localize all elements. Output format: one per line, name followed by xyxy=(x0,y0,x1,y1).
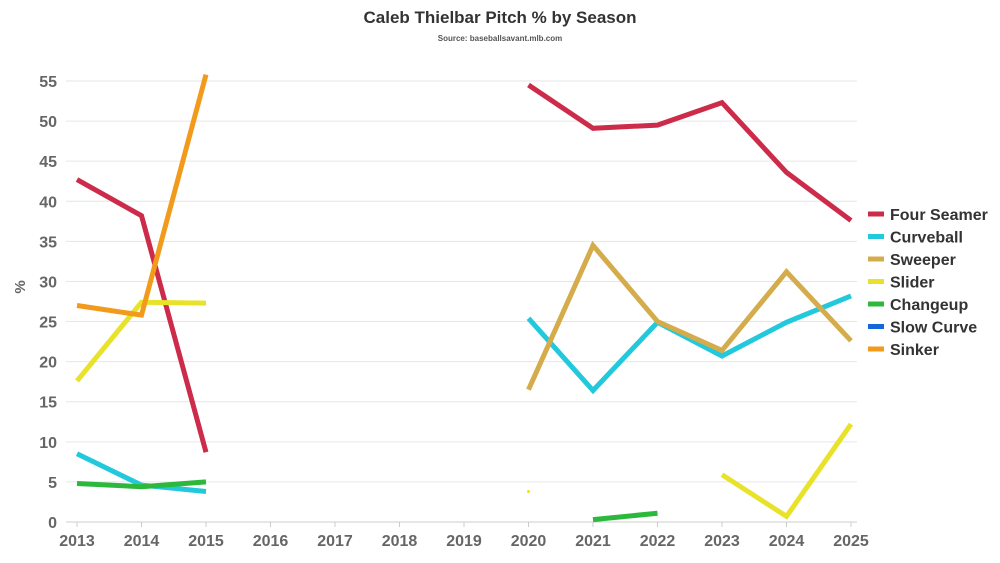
legend-label: Changeup xyxy=(890,297,968,314)
legend-label: Sinker xyxy=(890,342,939,359)
legend-label: Curveball xyxy=(890,230,963,247)
series-line-changeup xyxy=(592,510,658,523)
legend-item-curveball: Curveball xyxy=(868,230,963,247)
series-line-sweeper xyxy=(526,240,853,391)
x-tick-label: 2024 xyxy=(769,533,805,550)
series-four-seamer xyxy=(75,82,853,453)
x-tick-label: 2022 xyxy=(640,533,676,550)
y-tick-label: 25 xyxy=(39,315,57,332)
y-tick-label: 5 xyxy=(48,475,57,492)
series-line-curveball xyxy=(526,293,852,395)
y-tick-label: 55 xyxy=(39,74,57,91)
x-tick-label: 2015 xyxy=(188,533,224,550)
series-line-four-seamer xyxy=(527,82,853,223)
x-tick-label: 2019 xyxy=(446,533,482,550)
x-axis-ticks: 2013 2014 2015 2016 2017 2018 2019 2020 2021 2022… xyxy=(59,522,869,550)
y-axis-ticks: 0 5 10 15 20 25 30 35 40 45 50 55 xyxy=(39,74,57,532)
y-tick-label: 35 xyxy=(39,234,57,251)
data-point-slider xyxy=(527,490,530,494)
x-tick-label: 2020 xyxy=(511,533,547,550)
y-tick-label: 10 xyxy=(39,435,57,452)
legend-label: Four Seamer xyxy=(890,207,988,224)
y-axis-label: % xyxy=(12,280,29,293)
x-tick-label: 2017 xyxy=(317,533,353,550)
series-sinker xyxy=(76,73,209,318)
series-line-slider xyxy=(75,299,207,383)
legend-item-slider: Slider xyxy=(868,275,934,292)
y-tick-label: 40 xyxy=(39,194,57,211)
x-tick-label: 2016 xyxy=(253,533,289,550)
series-lines xyxy=(75,73,854,523)
chart-subtitle: Source: baseballsavant.mlb.com xyxy=(438,34,563,43)
x-tick-label: 2013 xyxy=(59,533,95,550)
series-changeup xyxy=(76,479,658,523)
x-tick-label: 2025 xyxy=(833,533,869,550)
legend: Four Seamer Curveball Sweeper Slider Changeu… xyxy=(868,207,988,359)
series-line-sinker xyxy=(76,73,209,318)
x-tick-label: 2014 xyxy=(124,533,160,550)
series-line-four-seamer xyxy=(75,177,209,453)
legend-label: Slow Curve xyxy=(890,320,977,337)
series-line-changeup xyxy=(76,479,207,490)
legend-item-changeup: Changeup xyxy=(868,297,968,314)
legend-item-sinker: Sinker xyxy=(868,342,939,359)
y-tick-label: 50 xyxy=(39,114,57,131)
chart-title: Caleb Thielbar Pitch % by Season xyxy=(363,8,636,27)
x-tick-label: 2023 xyxy=(704,533,740,550)
legend-item-four-seamer: Four Seamer xyxy=(868,207,988,224)
y-tick-label: 15 xyxy=(39,395,57,412)
y-tick-label: 45 xyxy=(39,154,57,171)
x-tick-label: 2021 xyxy=(575,533,611,550)
series-curveball xyxy=(75,293,852,494)
series-line-slider xyxy=(720,422,854,520)
y-tick-label: 20 xyxy=(39,355,57,372)
x-tick-label: 2018 xyxy=(382,533,418,550)
legend-item-sweeper: Sweeper xyxy=(868,252,956,269)
legend-label: Slider xyxy=(890,275,934,292)
series-slider xyxy=(75,299,854,520)
y-tick-label: 30 xyxy=(39,274,57,291)
legend-item-slow-curve: Slow Curve xyxy=(868,320,977,337)
y-tick-label: 0 xyxy=(48,515,57,532)
series-sweeper xyxy=(526,240,853,391)
legend-label: Sweeper xyxy=(890,252,956,269)
